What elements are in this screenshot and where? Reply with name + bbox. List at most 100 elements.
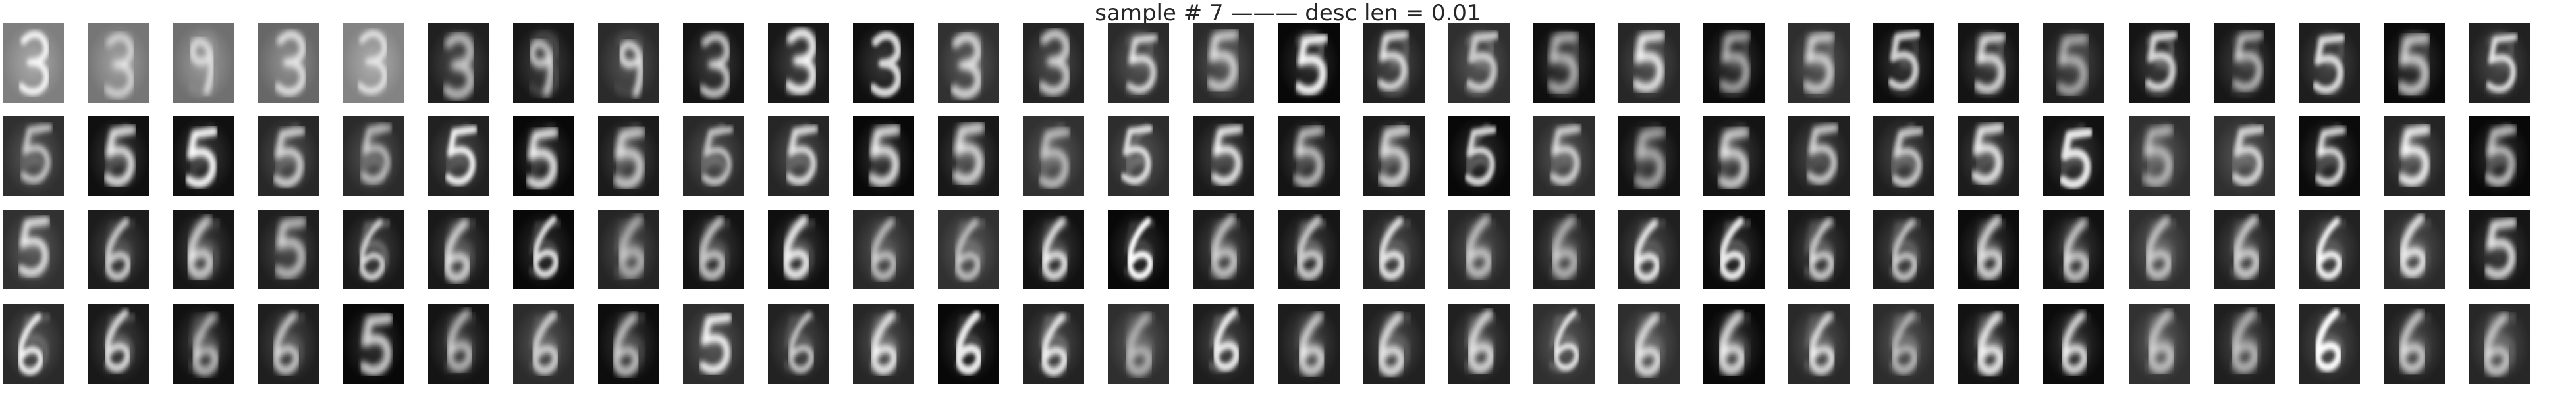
digit-image — [173, 23, 234, 103]
digit-image — [2128, 303, 2190, 384]
sample-tile — [173, 303, 234, 384]
digit-image — [1108, 303, 1170, 384]
sample-tile — [512, 210, 574, 290]
digit-image — [3, 23, 64, 103]
digit-image — [1108, 210, 1170, 290]
sample-tile — [1958, 116, 2020, 197]
sample-tile — [1788, 303, 1850, 384]
digit-image — [258, 210, 319, 290]
digit-image — [853, 116, 914, 197]
sample-tile — [2213, 303, 2275, 384]
sample-tile — [1703, 116, 1765, 197]
digit-image — [1873, 116, 1935, 197]
sample-tile — [1448, 23, 1510, 103]
digit-image — [1023, 23, 1085, 103]
sample-tile — [1023, 303, 1085, 384]
sample-tile — [1618, 303, 1680, 384]
sample-tile — [1363, 116, 1425, 197]
sample-tile — [1958, 23, 2020, 103]
sample-tile — [512, 303, 574, 384]
sample-tile — [3, 303, 64, 384]
digit-image — [938, 116, 1000, 197]
digit-image — [853, 303, 914, 384]
digit-image — [1618, 210, 1680, 290]
sample-tile — [2383, 23, 2445, 103]
sample-tile — [1703, 303, 1765, 384]
sample-tile — [343, 303, 404, 384]
figure-title: sample # 7 ——— desc len = 0.01 — [1095, 0, 1481, 26]
digit-image — [2383, 23, 2445, 103]
digit-image — [1788, 210, 1850, 290]
digit-image — [597, 116, 659, 197]
digit-image — [2468, 210, 2530, 290]
sample-tile — [853, 116, 914, 197]
sample-tile — [1873, 210, 1935, 290]
digit-image — [88, 303, 150, 384]
digit-image — [173, 116, 234, 197]
sample-tile — [938, 116, 1000, 197]
sample-tile — [3, 116, 64, 197]
sample-tile — [1533, 116, 1595, 197]
sample-tile — [2468, 210, 2530, 290]
sample-tile — [1363, 23, 1425, 103]
digit-image — [767, 116, 829, 197]
digit-image — [938, 23, 1000, 103]
digit-image — [682, 23, 744, 103]
digit-image — [2043, 23, 2105, 103]
digit-image — [343, 116, 404, 197]
sample-tile — [258, 116, 319, 197]
digit-image — [597, 210, 659, 290]
sample-tile — [2298, 303, 2360, 384]
sample-tile — [173, 210, 234, 290]
sample-tile — [2383, 210, 2445, 290]
digit-image — [1618, 23, 1680, 103]
digit-image — [343, 210, 404, 290]
sample-tile — [1533, 23, 1595, 103]
digit-image — [1278, 116, 1340, 197]
digit-image — [1193, 210, 1255, 290]
sample-tile — [1023, 210, 1085, 290]
sample-tile — [1193, 23, 1255, 103]
sample-tile — [1023, 116, 1085, 197]
digit-image — [2213, 116, 2275, 197]
digit-image — [2128, 23, 2190, 103]
digit-image — [2383, 210, 2445, 290]
sample-tile — [1788, 116, 1850, 197]
digit-image — [3, 116, 64, 197]
sample-tile — [1533, 210, 1595, 290]
digit-image — [88, 210, 150, 290]
sample-tile — [88, 116, 150, 197]
sample-tile — [1278, 116, 1340, 197]
sample-tile — [88, 303, 150, 384]
digit-image — [343, 23, 404, 103]
digit-image — [427, 23, 489, 103]
digit-image — [2383, 303, 2445, 384]
sample-tile — [1193, 303, 1255, 384]
digit-image — [2213, 303, 2275, 384]
digit-image — [88, 116, 150, 197]
sample-tile — [1873, 303, 1935, 384]
digit-image — [1618, 116, 1680, 197]
sample-tile — [597, 116, 659, 197]
digit-image — [1703, 23, 1765, 103]
sample-tile — [427, 23, 489, 103]
sample-tile — [1363, 210, 1425, 290]
sample-tile — [427, 303, 489, 384]
digit-image — [682, 210, 744, 290]
digit-image — [767, 210, 829, 290]
digit-image — [1193, 116, 1255, 197]
digit-image — [1023, 210, 1085, 290]
sample-tile — [88, 23, 150, 103]
digit-image — [1873, 210, 1935, 290]
sample-tile — [1618, 116, 1680, 197]
digit-image — [2128, 210, 2190, 290]
digit-image — [1278, 210, 1340, 290]
digit-image — [1703, 303, 1765, 384]
digit-image — [2468, 303, 2530, 384]
digit-image — [1023, 303, 1085, 384]
digit-image — [853, 23, 914, 103]
sample-tile — [682, 116, 744, 197]
sample-tile — [682, 210, 744, 290]
digit-image — [427, 116, 489, 197]
